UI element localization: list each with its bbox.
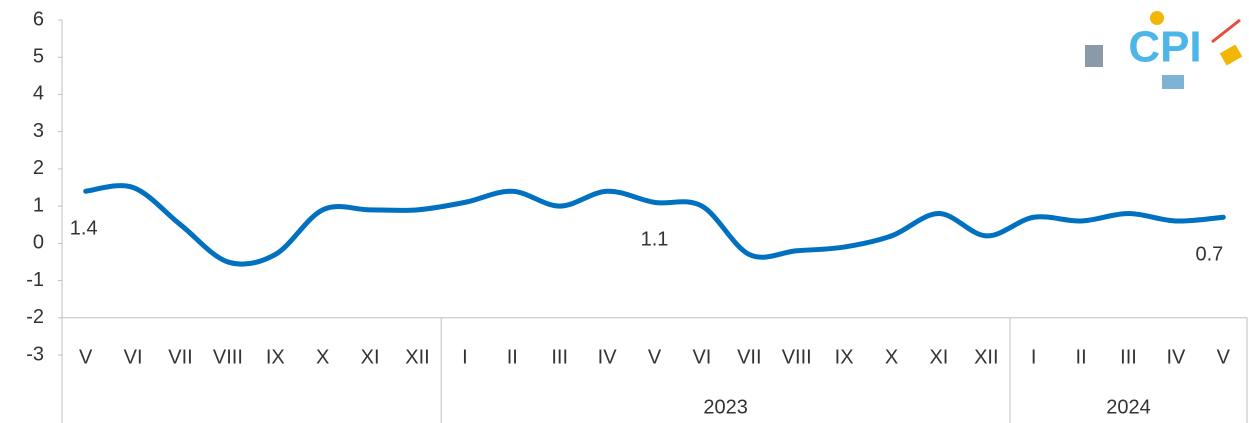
y-tick-label: 0 bbox=[33, 232, 44, 254]
x-tick-label: VII bbox=[737, 346, 761, 368]
x-tick-label: VII bbox=[168, 346, 192, 368]
x-tick-label: X bbox=[316, 346, 329, 368]
y-tick-label: 2 bbox=[33, 157, 44, 179]
data-label: 0.7 bbox=[1195, 244, 1223, 266]
x-tick-label: VI bbox=[692, 346, 711, 368]
x-tick-label: VIII bbox=[213, 346, 243, 368]
group-label: 2024 bbox=[1106, 396, 1151, 418]
x-tick-label: XII bbox=[405, 346, 429, 368]
logo-text: CPI bbox=[1128, 23, 1201, 72]
data-label: 1.1 bbox=[641, 229, 669, 251]
cpi-logo: CPI bbox=[1085, 11, 1242, 89]
x-tick-label: XII bbox=[974, 346, 998, 368]
logo-block bbox=[1085, 45, 1103, 67]
y-tick-label: 5 bbox=[33, 46, 44, 68]
logo-card bbox=[1220, 44, 1243, 65]
x-tick-label: VIII bbox=[782, 346, 812, 368]
y-tick-label: 4 bbox=[33, 83, 44, 105]
line bbox=[86, 186, 1224, 265]
x-tick-label: V bbox=[1217, 346, 1231, 368]
x-tick-label: IX bbox=[835, 346, 854, 368]
x-tick-label: VI bbox=[124, 346, 143, 368]
logo-screen bbox=[1162, 75, 1184, 89]
y-tick-label: 3 bbox=[33, 120, 44, 142]
y-tick-label: 6 bbox=[33, 8, 44, 30]
x-tick-label: III bbox=[551, 346, 568, 368]
y-tick-label: 1 bbox=[33, 194, 44, 216]
y-tick-label: -2 bbox=[26, 306, 44, 328]
x-tick-label: I bbox=[462, 346, 468, 368]
group-label: 2023 bbox=[703, 396, 748, 418]
x-tick-label: XI bbox=[361, 346, 380, 368]
x-tick-label: II bbox=[1076, 346, 1087, 368]
x-tick-label: II bbox=[507, 346, 518, 368]
chart: CPI -3-2-10123456VVIVIIVIIIIXXXIXIIIIIII… bbox=[0, 0, 1249, 423]
x-tick-label: III bbox=[1120, 346, 1137, 368]
x-tick-label: I bbox=[1031, 346, 1037, 368]
x-tick-label: V bbox=[79, 346, 93, 368]
x-tick-label: X bbox=[885, 346, 898, 368]
y-tick-label: -1 bbox=[26, 269, 44, 291]
x-tick-label: IV bbox=[1166, 346, 1186, 368]
x-tick-label: IX bbox=[266, 346, 285, 368]
logo-arrow bbox=[1212, 20, 1240, 42]
x-tick-label: XI bbox=[929, 346, 948, 368]
data-label: 1.4 bbox=[70, 218, 98, 240]
y-tick-label: -3 bbox=[26, 343, 44, 365]
x-tick-label: V bbox=[648, 346, 662, 368]
x-tick-label: IV bbox=[598, 346, 618, 368]
